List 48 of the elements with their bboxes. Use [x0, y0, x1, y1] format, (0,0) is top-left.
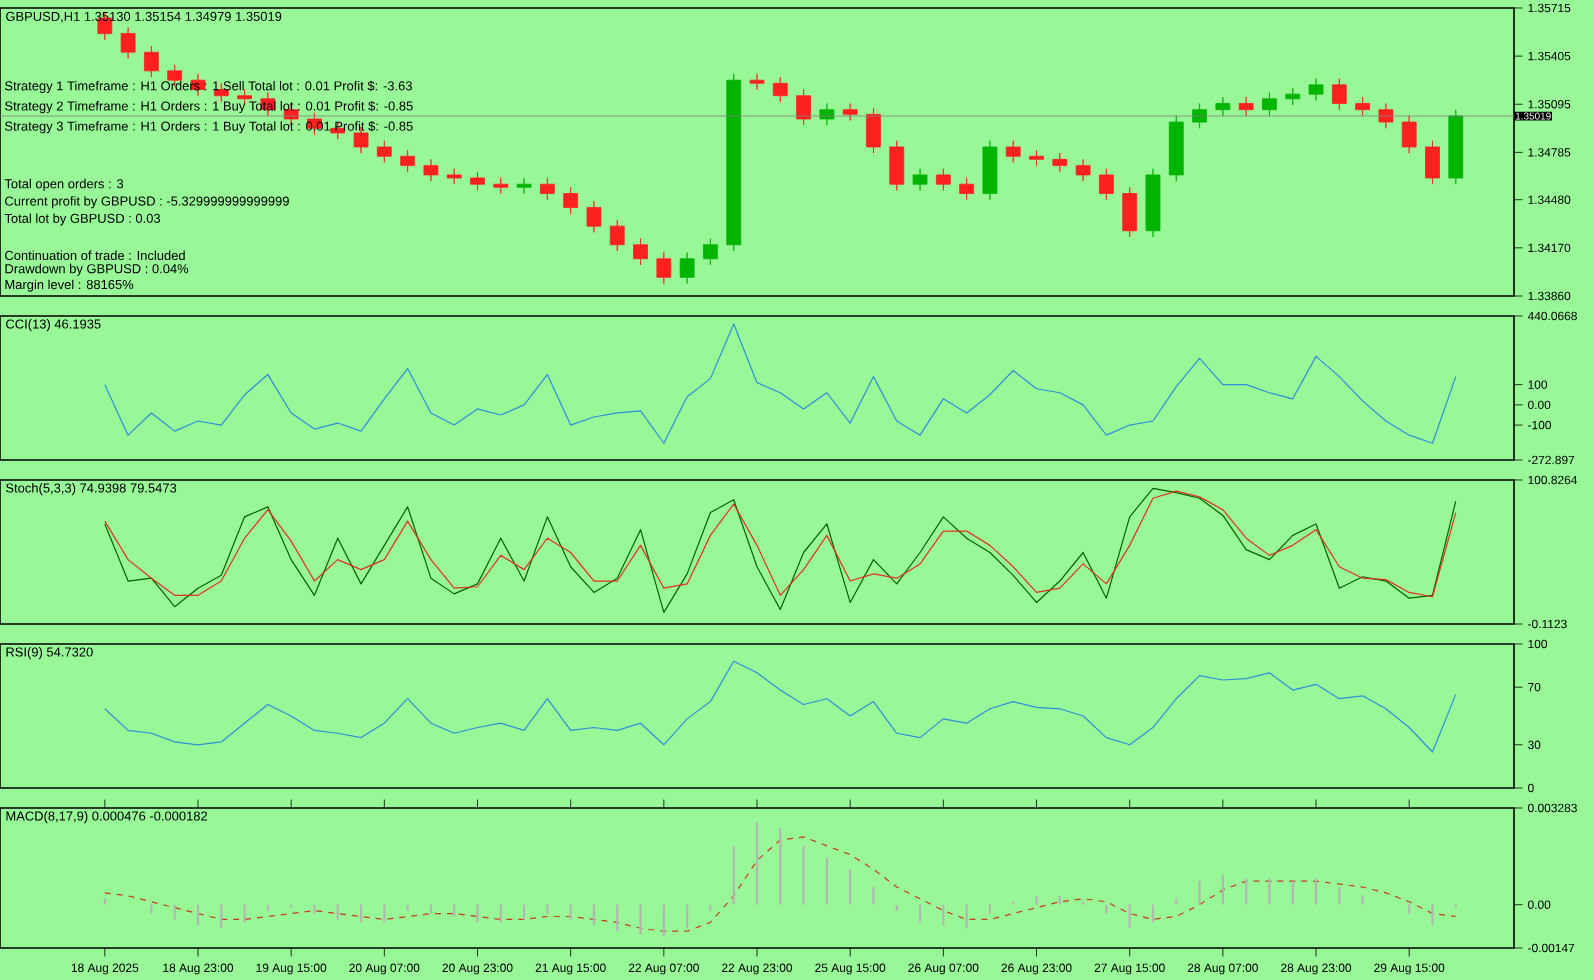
candlestick: [120, 26, 136, 59]
candlestick: [1075, 158, 1091, 182]
candlestick: [446, 168, 462, 185]
candlestick: [1099, 168, 1114, 201]
candlestick: [912, 168, 928, 191]
candlestick: [1331, 78, 1347, 111]
candlestick: [726, 73, 742, 252]
candlestick: [1285, 87, 1301, 106]
candlestick: [1262, 92, 1277, 117]
candlestick: [866, 107, 881, 154]
candlestick: [703, 238, 718, 266]
line-series: [104, 323, 1457, 444]
candlestick: [679, 252, 695, 284]
candlestick: [982, 140, 998, 201]
candlestick: [842, 103, 858, 121]
candlestick: [1215, 96, 1231, 117]
candlestick: [376, 140, 392, 163]
candlestick: [1005, 140, 1021, 163]
candlestick: [516, 177, 532, 194]
candlestick: [470, 171, 485, 191]
candlestick: [1052, 152, 1068, 173]
candlestick: [1122, 186, 1138, 238]
candlestick: [1401, 115, 1417, 154]
candlestick: [749, 73, 765, 90]
candlestick: [586, 200, 602, 233]
candlestick: [609, 219, 625, 252]
candlestick: [1238, 96, 1254, 117]
candlestick: [1308, 78, 1324, 101]
candlestick: [423, 158, 439, 182]
candlestick: [563, 186, 579, 215]
candlestick: [633, 238, 648, 266]
candlestick: [1168, 115, 1184, 182]
candlestick: [400, 149, 416, 173]
candlestick: [1425, 140, 1440, 185]
candlestick: [539, 177, 555, 201]
candlestick: [889, 140, 905, 191]
candlestick: [796, 89, 811, 126]
candlestick: [1145, 168, 1161, 238]
candlestick: [959, 177, 975, 201]
candlestick: [1448, 109, 1464, 185]
candlestick: [1029, 149, 1044, 166]
candlestick: [656, 252, 672, 284]
candlestick: [144, 45, 159, 78]
candlestick: [1355, 96, 1370, 117]
candlestick: [772, 76, 788, 103]
line-series: [104, 660, 1457, 753]
candlestick: [493, 177, 509, 194]
candlestick: [935, 168, 951, 191]
